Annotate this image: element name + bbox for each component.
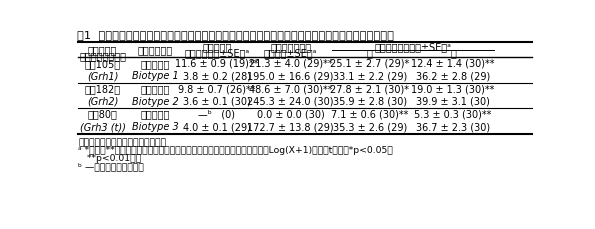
Text: 172.7 ± 13.8 (29): 172.7 ± 13.8 (29) <box>248 122 334 132</box>
Text: 4.0 ± 0.1 (29): 4.0 ± 0.1 (29) <box>183 122 251 132</box>
Text: 9.8 ± 0.7 (26)**: 9.8 ± 0.7 (26)** <box>178 84 256 94</box>
Text: バイオタイプ: バイオタイプ <box>137 45 173 55</box>
Text: 0.0 ± 0.0 (30): 0.0 ± 0.0 (30) <box>256 109 324 120</box>
Text: 7.1 ± 0.6 (30)**: 7.1 ± 0.6 (30)** <box>331 109 408 120</box>
Text: 36.2 ± 2.8 (29): 36.2 ± 2.8 (29) <box>416 71 490 82</box>
Text: 195.0 ± 16.6 (29): 195.0 ± 16.6 (29) <box>248 71 334 82</box>
Text: 19.0 ± 1.3 (30)**: 19.0 ± 1.3 (30)** <box>411 84 494 94</box>
Text: 245.3 ± 24.0 (30): 245.3 ± 24.0 (30) <box>248 97 334 107</box>
Text: 39.9 ± 3.1 (30): 39.9 ± 3.1 (30) <box>416 97 490 107</box>
Text: 3.6 ± 0.1 (30): 3.6 ± 0.1 (30) <box>183 97 251 107</box>
Text: 雌: 雌 <box>367 48 372 58</box>
Text: Biotype 1: Biotype 1 <box>131 71 178 82</box>
Text: (Grh2): (Grh2) <box>87 97 118 107</box>
Text: Biotype 3: Biotype 3 <box>131 122 178 132</box>
Text: 33.1 ± 2.2 (29): 33.1 ± 2.2 (29) <box>333 71 407 82</box>
Text: 雌当たり産卵数: 雌当たり産卵数 <box>270 42 311 52</box>
Text: **p<0.01）。: **p<0.01）。 <box>79 154 142 163</box>
Text: 3.8 ± 0.2 (28): 3.8 ± 0.2 (28) <box>183 71 251 82</box>
Text: 愛知80号: 愛知80号 <box>87 109 118 120</box>
Text: 産卵前期間: 産卵前期間 <box>202 42 231 52</box>
Text: 無選抜系統: 無選抜系統 <box>140 59 170 69</box>
Text: 11.6 ± 0.9 (19)**: 11.6 ± 0.9 (19)** <box>176 59 259 69</box>
Text: （抵抗性遺伝子）: （抵抗性遺伝子） <box>79 51 126 61</box>
Text: 抵抗性品種: 抵抗性品種 <box>88 45 117 55</box>
Text: —ᵇ   (0): —ᵇ (0) <box>199 109 236 120</box>
Text: （平均値±SE）ᵃ: （平均値±SE）ᵃ <box>264 48 317 58</box>
Text: 21.3 ± 4.0 (29)**: 21.3 ± 4.0 (29)** <box>249 59 333 69</box>
Text: (Grh1): (Grh1) <box>87 71 118 82</box>
Text: （日、平均値±SE）ᵃ: （日、平均値±SE）ᵃ <box>184 48 249 58</box>
Text: 36.7 ± 2.3 (30): 36.7 ± 2.3 (30) <box>416 122 490 132</box>
Text: 西海182号: 西海182号 <box>84 84 121 94</box>
Text: (Grh3 (t)): (Grh3 (t)) <box>80 122 126 132</box>
Text: 生存日数（平均値±SE）ᵃ: 生存日数（平均値±SE）ᵃ <box>375 42 452 52</box>
Text: 48.6 ± 7.0 (30)**: 48.6 ± 7.0 (30)** <box>249 84 333 94</box>
Text: 35.9 ± 2.8 (30): 35.9 ± 2.8 (30) <box>333 97 407 107</box>
Text: カッコ内の値は供試成虫数を示す。: カッコ内の値は供試成虫数を示す。 <box>79 138 166 147</box>
Text: 無選抜系統: 無選抜系統 <box>140 84 170 94</box>
Text: 雄: 雄 <box>450 48 456 58</box>
Text: ᵇ —は結果なしを示す。: ᵇ —は結果なしを示す。 <box>79 162 144 171</box>
Text: ᵃ *および**は各バイオタイプと無選抜系統間に有意差があることを示す（Log(X+1)変換後t検定、*p<0.05、: ᵃ *および**は各バイオタイプと無選抜系統間に有意差があることを示す（Log(… <box>79 146 393 155</box>
Text: 25.1 ± 2.7 (29)*: 25.1 ± 2.7 (29)* <box>330 59 409 69</box>
Text: 無選抜系統: 無選抜系統 <box>140 109 170 120</box>
Text: Biotype 2: Biotype 2 <box>131 97 178 107</box>
Text: 表1  抵抗性品種におけるツマグロヨコバイのバイオタイプ成虫の産卵前期間、産卵数および生存日数: 表1 抵抗性品種におけるツマグロヨコバイのバイオタイプ成虫の産卵前期間、産卵数お… <box>77 30 394 40</box>
Text: 12.4 ± 1.4 (30)**: 12.4 ± 1.4 (30)** <box>411 59 494 69</box>
Text: 35.3 ± 2.6 (29): 35.3 ± 2.6 (29) <box>333 122 407 132</box>
Text: 中国105号: 中国105号 <box>84 59 121 69</box>
Text: 27.8 ± 2.1 (30)*: 27.8 ± 2.1 (30)* <box>330 84 409 94</box>
Text: 5.3 ± 0.3 (30)**: 5.3 ± 0.3 (30)** <box>414 109 491 120</box>
